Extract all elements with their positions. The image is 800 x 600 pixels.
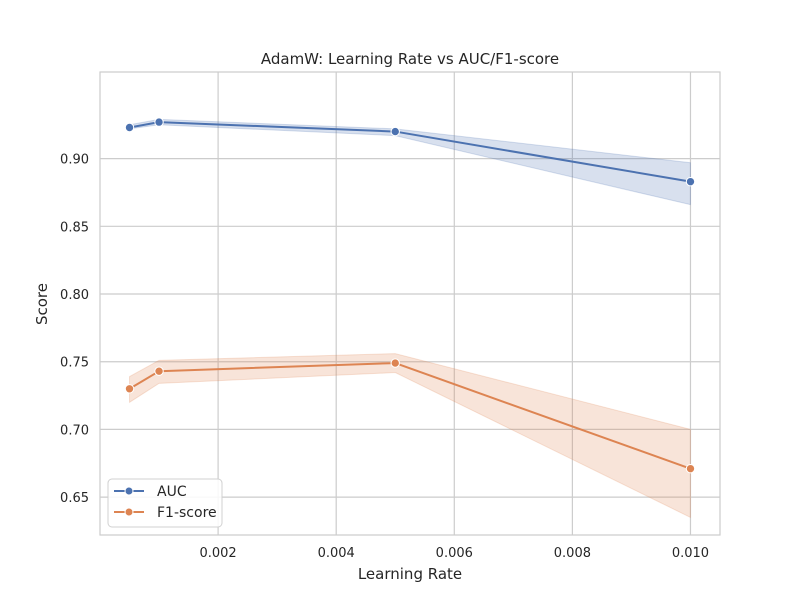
y-tick-label: 0.70	[60, 423, 89, 438]
legend-marker-f1	[124, 507, 134, 517]
legend-marker-auc	[124, 486, 134, 496]
x-tick-label: 0.010	[672, 546, 709, 561]
x-tick-label: 0.008	[554, 546, 591, 561]
data-point-f1-score	[390, 358, 400, 368]
data-point-auc	[685, 176, 696, 187]
series-line-auc	[129, 121, 691, 183]
y-tick-label: 0.80	[60, 288, 89, 303]
series-lines	[129, 121, 691, 470]
x-tick-label: 0.004	[318, 546, 355, 561]
series-points	[124, 117, 696, 474]
confidence-band-auc	[129, 118, 691, 206]
data-point-f1-score	[685, 463, 696, 474]
plot-frame	[99, 71, 721, 536]
confidence-bands	[129, 118, 691, 519]
x-tick-label: 0.006	[436, 546, 473, 561]
series-line-f1-score	[129, 362, 691, 470]
data-point-auc	[390, 126, 400, 137]
data-point-f1-score	[124, 384, 135, 394]
y-tick-label: 0.65	[60, 491, 89, 506]
y-tick-label: 0.90	[60, 153, 89, 168]
data-point-auc	[154, 117, 164, 127]
y-tick-label: 0.85	[60, 220, 89, 235]
x-axis-label: Learning Rate	[358, 565, 462, 583]
legend-label-f1: F1-score	[157, 505, 217, 521]
x-tick-label: 0.002	[199, 546, 236, 561]
y-tick-label: 0.75	[60, 356, 89, 371]
legend: AUC F1-score	[107, 478, 223, 528]
data-point-f1-score	[154, 366, 164, 376]
legend-label-auc: AUC	[157, 484, 187, 500]
tick-labels: 0.002 0.004 0.006 0.008 0.010 0.65 0.70 0.75 0.8…	[60, 153, 709, 561]
y-axis-label: Score	[33, 283, 51, 325]
chart-title: AdamW: Learning Rate vs AUC/F1-score	[261, 50, 559, 68]
data-point-auc	[124, 122, 135, 133]
confidence-band-f1-score	[129, 353, 691, 519]
